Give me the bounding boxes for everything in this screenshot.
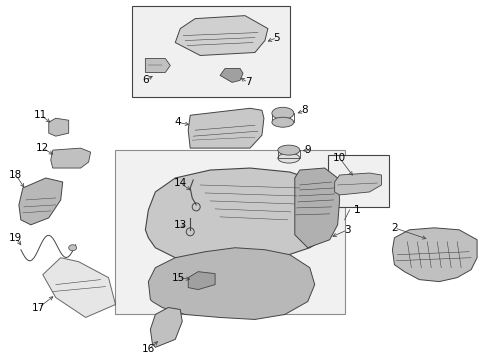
Ellipse shape — [277, 153, 299, 163]
Text: 19: 19 — [9, 233, 22, 243]
Polygon shape — [145, 58, 170, 72]
Bar — [327, 155, 388, 207]
Polygon shape — [220, 68, 243, 82]
Polygon shape — [175, 15, 267, 55]
Text: 14: 14 — [173, 178, 186, 188]
Ellipse shape — [68, 245, 77, 251]
Polygon shape — [294, 168, 339, 248]
Polygon shape — [19, 178, 62, 225]
Bar — [132, 6, 289, 97]
Text: 8: 8 — [301, 105, 307, 115]
Text: 7: 7 — [244, 77, 251, 87]
Text: 13: 13 — [173, 220, 186, 230]
Text: 1: 1 — [353, 205, 360, 215]
Text: 11: 11 — [34, 110, 47, 120]
Ellipse shape — [271, 107, 293, 119]
Ellipse shape — [271, 117, 293, 127]
Polygon shape — [392, 228, 476, 282]
Polygon shape — [145, 168, 337, 262]
Polygon shape — [42, 258, 115, 318]
Text: 15: 15 — [171, 273, 184, 283]
Text: 2: 2 — [390, 223, 397, 233]
Text: 18: 18 — [9, 170, 22, 180]
Ellipse shape — [277, 145, 299, 155]
Text: 17: 17 — [32, 302, 45, 312]
Polygon shape — [148, 248, 314, 319]
Text: 3: 3 — [344, 225, 350, 235]
Polygon shape — [51, 148, 90, 168]
Polygon shape — [334, 173, 381, 195]
Text: 12: 12 — [36, 143, 49, 153]
Polygon shape — [188, 272, 215, 289]
Polygon shape — [150, 307, 182, 347]
Text: 6: 6 — [142, 75, 148, 85]
Text: 16: 16 — [142, 345, 155, 354]
Text: 10: 10 — [332, 153, 346, 163]
Polygon shape — [188, 108, 264, 148]
Text: 4: 4 — [174, 117, 180, 127]
Bar — [115, 150, 344, 315]
Text: 9: 9 — [304, 145, 310, 155]
Polygon shape — [49, 118, 68, 136]
Text: 5: 5 — [273, 32, 280, 42]
Text: 1: 1 — [353, 205, 360, 215]
